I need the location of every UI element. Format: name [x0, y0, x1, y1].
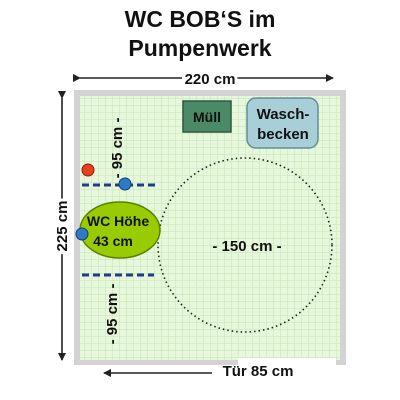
turning-circle-label: - 150 cm -: [212, 238, 281, 255]
wc-toilet: [79, 201, 161, 259]
door-label: Tür 85 cm: [223, 363, 294, 380]
grab-bar-top-label: - 95 cm -: [109, 118, 126, 179]
wc-label-line-1: WC Höhe: [87, 213, 149, 229]
emergency-button-red: [81, 163, 95, 177]
flush-button-wc: [75, 227, 89, 241]
waste-bin: [182, 100, 232, 133]
sink-label-line-1: Wasch-: [257, 106, 310, 123]
grab-bar-bottom-label: - 95 cm -: [104, 284, 121, 345]
wc-label-line-2: 43 cm: [93, 233, 133, 249]
flush-button-top: [118, 177, 132, 191]
height-label: 225 cm: [54, 201, 71, 252]
turning-circle: [157, 157, 333, 333]
title-line-2: Pumpenwerk: [128, 35, 272, 61]
title-line-1: WC BOB‘S im: [124, 6, 276, 32]
door-opening: [238, 358, 336, 366]
sink-label-line-2: becken: [257, 126, 309, 143]
width-label: 220 cm: [185, 71, 236, 88]
waste-bin-label: Müll: [193, 109, 221, 125]
sink: [246, 97, 319, 149]
